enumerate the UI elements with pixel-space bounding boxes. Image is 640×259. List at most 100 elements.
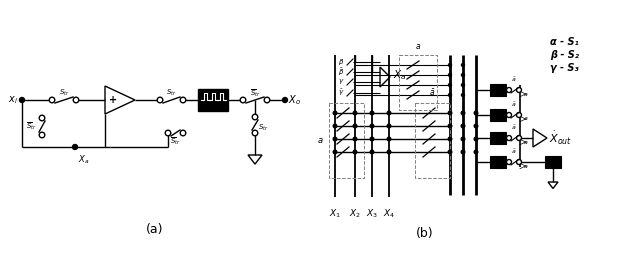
Circle shape <box>461 74 465 76</box>
Circle shape <box>387 111 391 115</box>
Circle shape <box>387 124 391 128</box>
Text: $a$: $a$ <box>523 90 529 97</box>
Circle shape <box>474 124 478 128</box>
Circle shape <box>461 124 465 128</box>
Text: $\boldsymbol{X_3}$: $\boldsymbol{X_3}$ <box>366 207 378 219</box>
Circle shape <box>461 137 465 141</box>
Circle shape <box>353 124 357 128</box>
Circle shape <box>333 137 337 141</box>
Text: $a$: $a$ <box>415 42 421 51</box>
Circle shape <box>252 130 258 136</box>
Text: $a$: $a$ <box>523 139 529 146</box>
Text: $a$: $a$ <box>523 162 529 169</box>
Circle shape <box>449 74 451 76</box>
Circle shape <box>72 145 77 149</box>
Text: $\boldsymbol{\dot{X}_{out}}$: $\boldsymbol{\dot{X}_{out}}$ <box>549 130 572 147</box>
Bar <box>399 55 437 110</box>
Text: $\boldsymbol{X_2}$: $\boldsymbol{X_2}$ <box>349 207 361 219</box>
Bar <box>490 156 506 168</box>
Text: $\bar{a}$: $\bar{a}$ <box>429 87 436 98</box>
Circle shape <box>387 137 391 141</box>
Circle shape <box>516 112 522 118</box>
Circle shape <box>461 150 465 154</box>
Circle shape <box>461 83 465 87</box>
Text: $S_{tr}$: $S_{tr}$ <box>59 88 69 98</box>
Circle shape <box>461 63 465 67</box>
Circle shape <box>39 132 45 138</box>
Circle shape <box>449 63 451 67</box>
Circle shape <box>19 97 24 103</box>
Text: $\overline{S}_{tr}$: $\overline{S}_{tr}$ <box>250 87 260 99</box>
Circle shape <box>165 130 171 136</box>
Text: $\boldsymbol{X_4}$: $\boldsymbol{X_4}$ <box>383 207 395 219</box>
Circle shape <box>73 97 79 103</box>
Text: $S_{tr}$: $S_{tr}$ <box>258 123 269 133</box>
Text: (a): (a) <box>147 224 164 236</box>
Circle shape <box>449 83 451 87</box>
Text: $\bar{a}$: $\bar{a}$ <box>511 76 517 84</box>
Text: $a$: $a$ <box>523 116 529 123</box>
Circle shape <box>461 93 465 97</box>
Bar <box>490 132 506 144</box>
Circle shape <box>252 114 258 120</box>
Text: +: + <box>109 95 117 105</box>
Bar <box>415 103 450 178</box>
Circle shape <box>333 150 337 154</box>
Text: $\overline{S}_{tr}$: $\overline{S}_{tr}$ <box>170 135 181 147</box>
Circle shape <box>448 111 452 115</box>
Text: $\beta$: $\beta$ <box>338 57 344 67</box>
Circle shape <box>506 88 511 92</box>
Text: $\boldsymbol{X_a}$: $\boldsymbol{X_a}$ <box>393 68 406 82</box>
Circle shape <box>461 111 465 115</box>
Bar <box>490 109 506 121</box>
Text: $\boldsymbol{x_i}$: $\boldsymbol{x_i}$ <box>8 94 18 106</box>
Circle shape <box>240 97 246 103</box>
Bar <box>490 84 506 96</box>
Circle shape <box>282 97 287 103</box>
Text: $\bar{a}$: $\bar{a}$ <box>511 148 517 156</box>
Circle shape <box>516 135 522 140</box>
Text: $\boldsymbol{X_a}$: $\boldsymbol{X_a}$ <box>78 153 90 166</box>
Bar <box>329 103 364 178</box>
Circle shape <box>370 124 374 128</box>
Text: $\bar{a}$: $\bar{a}$ <box>511 101 517 109</box>
Circle shape <box>370 111 374 115</box>
Text: (b): (b) <box>416 227 434 240</box>
Text: $\bar{\beta}$: $\bar{\beta}$ <box>338 66 344 78</box>
Text: $\bar{\gamma}$: $\bar{\gamma}$ <box>337 88 344 98</box>
Circle shape <box>516 88 522 92</box>
Text: $\overline{S}_{tr}$: $\overline{S}_{tr}$ <box>26 120 37 132</box>
Circle shape <box>516 160 522 164</box>
Circle shape <box>506 112 511 118</box>
Text: $a$: $a$ <box>317 136 324 145</box>
Circle shape <box>370 150 374 154</box>
Circle shape <box>264 97 270 103</box>
Circle shape <box>448 150 452 154</box>
Text: $\gamma$: $\gamma$ <box>337 77 344 87</box>
Circle shape <box>180 97 186 103</box>
Circle shape <box>180 130 186 136</box>
Text: $\boldsymbol{X_o}$: $\boldsymbol{X_o}$ <box>288 93 301 107</box>
Circle shape <box>353 137 357 141</box>
Circle shape <box>49 97 55 103</box>
Circle shape <box>506 135 511 140</box>
Circle shape <box>474 150 478 154</box>
Bar <box>198 89 228 111</box>
Circle shape <box>353 111 357 115</box>
Circle shape <box>448 124 452 128</box>
Circle shape <box>474 111 478 115</box>
Circle shape <box>449 93 451 97</box>
Text: $S_{tr}$: $S_{tr}$ <box>166 88 177 98</box>
Circle shape <box>370 137 374 141</box>
Circle shape <box>448 137 452 141</box>
Circle shape <box>474 137 478 141</box>
Text: γ - S₃: γ - S₃ <box>550 63 579 73</box>
Circle shape <box>387 150 391 154</box>
Text: α - S₁: α - S₁ <box>550 37 579 47</box>
Circle shape <box>333 124 337 128</box>
Circle shape <box>333 111 337 115</box>
Text: $\boldsymbol{X_1}$: $\boldsymbol{X_1}$ <box>329 207 341 219</box>
Circle shape <box>157 97 163 103</box>
Text: $\bar{a}$: $\bar{a}$ <box>511 124 517 132</box>
Circle shape <box>39 115 45 121</box>
